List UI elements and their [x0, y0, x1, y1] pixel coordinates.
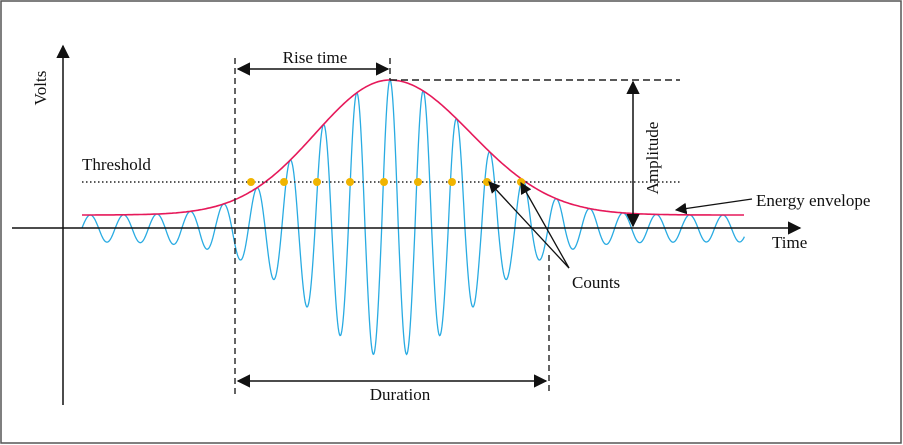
count-marker-6 [414, 178, 422, 186]
count-markers [247, 178, 525, 186]
duration-label: Duration [370, 385, 431, 404]
threshold-label: Threshold [82, 155, 151, 174]
count-marker-3 [313, 178, 321, 186]
count-marker-2 [280, 178, 288, 186]
count-marker-7 [448, 178, 456, 186]
counts-pointer-1 [488, 181, 570, 269]
signal-waveform [81, 79, 745, 356]
y-axis-label: Volts [31, 71, 50, 106]
counts-pointer-2 [520, 181, 570, 269]
energy-envelope-label: Energy envelope [756, 191, 870, 210]
counts-label: Counts [572, 273, 620, 292]
rise-time-label: Rise time [283, 48, 348, 67]
count-marker-9 [517, 178, 525, 186]
amplitude-label: Amplitude [643, 122, 662, 195]
x-axis-label: Time [772, 233, 807, 252]
count-marker-5 [380, 178, 388, 186]
count-marker-1 [247, 178, 255, 186]
energy-envelope-pointer [674, 198, 753, 215]
count-marker-4 [346, 178, 354, 186]
